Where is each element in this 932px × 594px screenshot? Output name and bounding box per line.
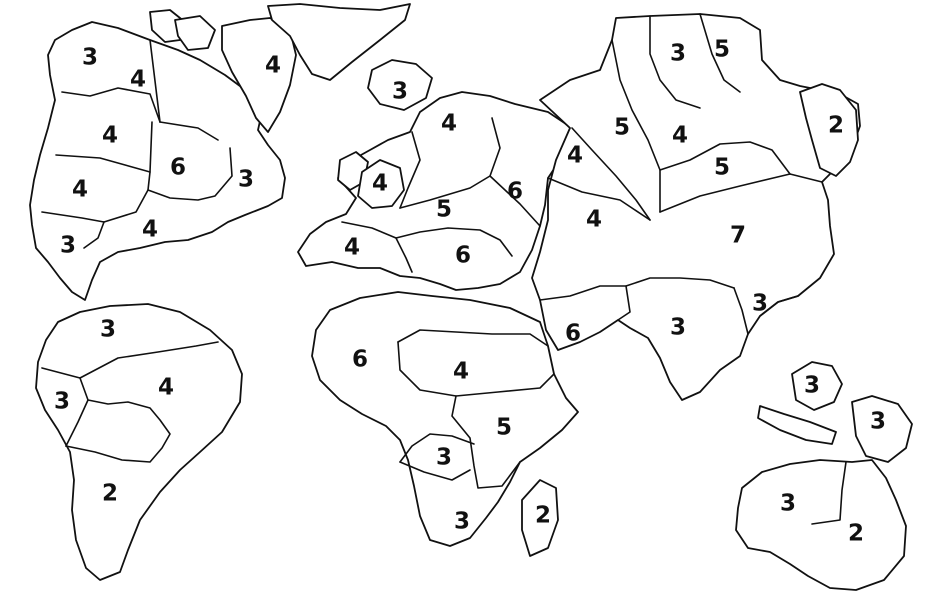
label-brazil: 4 xyxy=(158,375,174,401)
label-south-africa: 3 xyxy=(454,509,470,535)
label-siam: 3 xyxy=(752,291,768,317)
label-central-america: 3 xyxy=(60,233,76,259)
territory-labels: 3 4 4 4 6 3 4 4 3 3 3 4 2 3 4 4 5 4 6 6 … xyxy=(54,37,886,547)
label-western-australia: 3 xyxy=(780,491,796,517)
label-new-guinea: 3 xyxy=(870,409,886,435)
label-middle-east: 6 xyxy=(565,321,581,347)
oceania-islands xyxy=(757,361,913,463)
label-alaska: 3 xyxy=(82,45,98,71)
label-eastern-australia: 2 xyxy=(848,521,864,547)
label-ukraine: 6 xyxy=(507,179,523,205)
label-mongolia: 5 xyxy=(714,155,730,181)
label-siberia: 5 xyxy=(614,115,630,141)
label-north-africa: 6 xyxy=(352,347,368,373)
label-northwest-territory: 4 xyxy=(130,67,146,93)
label-ontario: 6 xyxy=(170,155,186,181)
label-peru: 3 xyxy=(54,389,70,415)
iceland-landmass xyxy=(367,59,433,111)
label-india: 3 xyxy=(670,315,686,341)
label-great-britain: 4 xyxy=(372,171,388,197)
label-scandinavia: 4 xyxy=(441,111,457,137)
label-yakutsk: 3 xyxy=(670,41,686,67)
label-quebec: 3 xyxy=(238,167,254,193)
label-western-europe: 4 xyxy=(344,235,360,261)
label-eastern-united-states: 4 xyxy=(142,217,158,243)
label-greenland: 4 xyxy=(265,53,281,79)
label-japan: 2 xyxy=(828,113,844,139)
africa-landmass xyxy=(311,291,579,557)
label-irkutsk: 4 xyxy=(672,123,688,149)
label-madagascar: 2 xyxy=(535,503,551,529)
asia-landmass xyxy=(531,13,861,401)
australia-landmass xyxy=(735,459,907,591)
label-indonesia: 3 xyxy=(804,373,820,399)
north-america-landmass xyxy=(29,9,297,301)
label-southern-europe: 6 xyxy=(455,243,471,269)
label-venezuela: 3 xyxy=(100,317,116,343)
label-afghanistan: 4 xyxy=(586,207,602,233)
label-ural: 4 xyxy=(567,143,583,169)
south-america-landmass xyxy=(35,303,243,581)
label-alberta: 4 xyxy=(102,123,118,149)
europe-landmass xyxy=(297,91,573,291)
label-kamchatka: 5 xyxy=(714,37,730,63)
label-northern-europe: 5 xyxy=(436,197,452,223)
label-western-united-states: 4 xyxy=(72,177,88,203)
label-east-africa: 5 xyxy=(496,415,512,441)
label-egypt: 4 xyxy=(453,359,469,385)
label-iceland: 3 xyxy=(392,79,408,105)
label-china: 7 xyxy=(730,223,746,249)
label-congo: 3 xyxy=(436,445,452,471)
label-argentina: 2 xyxy=(102,481,118,507)
